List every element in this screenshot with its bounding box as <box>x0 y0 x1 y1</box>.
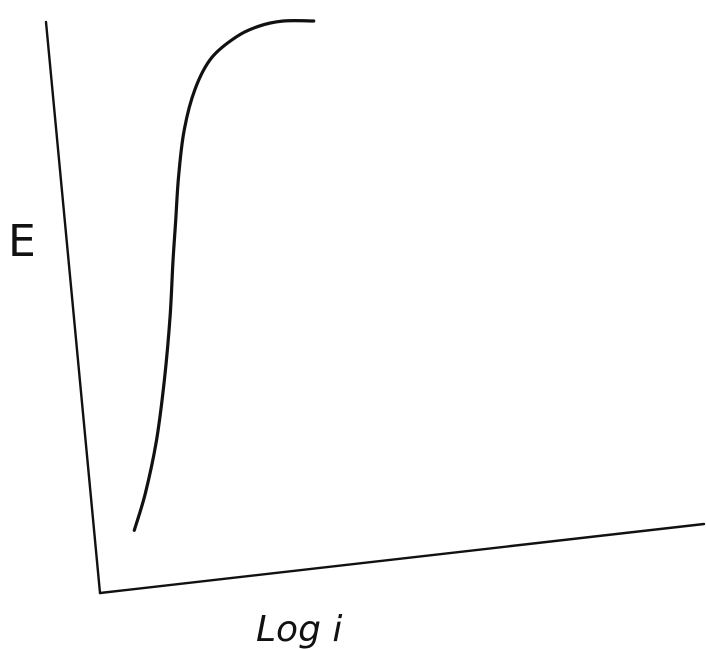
series-line-0 <box>132 19 316 532</box>
x-axis-label: Log i <box>256 609 342 649</box>
y-axis-line <box>44 20 102 595</box>
x-axis-line <box>98 522 706 595</box>
y-axis-label: E <box>8 216 36 267</box>
series-layer <box>132 19 316 532</box>
